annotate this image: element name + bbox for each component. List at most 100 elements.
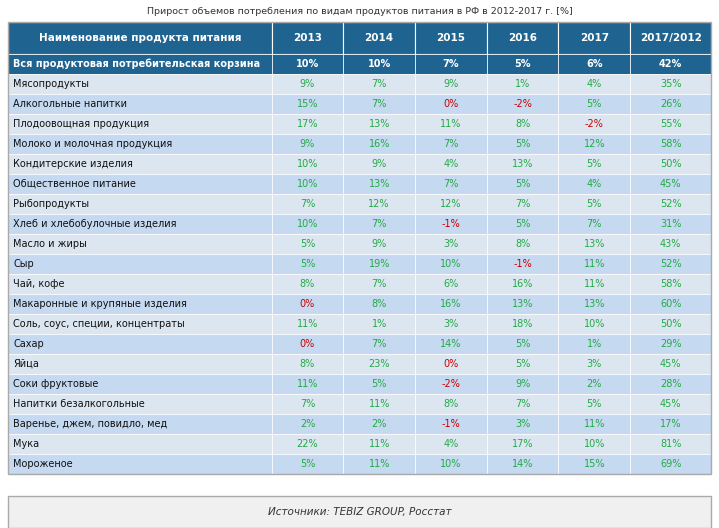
Bar [415, 274, 487, 294]
Bar [487, 94, 559, 114]
Text: 2017: 2017 [580, 33, 609, 43]
Bar [487, 214, 559, 234]
Bar [344, 354, 415, 374]
Bar [487, 174, 559, 194]
Text: 45%: 45% [660, 179, 682, 189]
Text: 18%: 18% [512, 319, 533, 329]
Bar [344, 434, 415, 454]
Text: 5%: 5% [515, 219, 531, 229]
Bar [630, 454, 711, 474]
Bar [272, 214, 344, 234]
Text: Мясопродукты: Мясопродукты [13, 79, 89, 89]
Text: -2%: -2% [585, 119, 604, 129]
Text: 60%: 60% [660, 299, 682, 309]
Text: 10%: 10% [297, 179, 319, 189]
Bar [272, 274, 344, 294]
Text: 31%: 31% [660, 219, 682, 229]
Text: 2015: 2015 [436, 33, 465, 43]
Text: Мука: Мука [13, 439, 39, 449]
Bar [630, 394, 711, 414]
Bar [8, 374, 272, 394]
Bar [559, 22, 630, 54]
Bar [415, 394, 487, 414]
Bar [8, 174, 272, 194]
Bar [630, 314, 711, 334]
Text: 17%: 17% [512, 439, 533, 449]
Text: Чай, кофе: Чай, кофе [13, 279, 65, 289]
Bar [415, 414, 487, 434]
Bar [8, 274, 272, 294]
Bar [272, 454, 344, 474]
Bar [487, 294, 559, 314]
Bar [344, 214, 415, 234]
Text: Соки фруктовые: Соки фруктовые [13, 379, 99, 389]
Bar [344, 294, 415, 314]
Bar [272, 374, 344, 394]
Text: 16%: 16% [512, 279, 533, 289]
Bar [415, 22, 487, 54]
Bar [630, 194, 711, 214]
Bar [487, 154, 559, 174]
Text: Макаронные и крупяные изделия: Макаронные и крупяные изделия [13, 299, 187, 309]
Bar [630, 274, 711, 294]
Bar [487, 74, 559, 94]
Bar [630, 154, 711, 174]
Bar [8, 74, 272, 94]
Bar [272, 74, 344, 94]
Text: 9%: 9% [300, 79, 315, 89]
Text: 12%: 12% [368, 199, 390, 209]
Text: 11%: 11% [369, 439, 390, 449]
Bar [8, 22, 272, 54]
Bar [344, 374, 415, 394]
Bar [272, 334, 344, 354]
Bar [344, 154, 415, 174]
Bar [272, 434, 344, 454]
Bar [415, 254, 487, 274]
Text: 8%: 8% [515, 239, 530, 249]
Text: 17%: 17% [297, 119, 319, 129]
Bar [630, 174, 711, 194]
Text: Варенье, джем, повидло, мед: Варенье, джем, повидло, мед [13, 419, 168, 429]
Bar [8, 496, 711, 528]
Bar [487, 374, 559, 394]
Bar [487, 22, 559, 54]
Text: 3%: 3% [587, 359, 602, 369]
Text: 29%: 29% [660, 339, 682, 349]
Text: 4%: 4% [444, 439, 459, 449]
Bar [559, 174, 630, 194]
Text: 8%: 8% [444, 399, 459, 409]
Text: Алкогольные напитки: Алкогольные напитки [13, 99, 127, 109]
Text: 81%: 81% [660, 439, 682, 449]
Text: 5%: 5% [587, 159, 602, 169]
Text: 50%: 50% [660, 319, 682, 329]
Bar [272, 114, 344, 134]
Bar [415, 74, 487, 94]
Bar [559, 454, 630, 474]
Bar [487, 54, 559, 74]
Bar [487, 334, 559, 354]
Text: 69%: 69% [660, 459, 682, 469]
Bar [487, 134, 559, 154]
Text: 8%: 8% [300, 279, 315, 289]
Text: 0%: 0% [444, 99, 459, 109]
Bar [8, 214, 272, 234]
Bar [559, 254, 630, 274]
Bar [344, 194, 415, 214]
Text: 9%: 9% [444, 79, 459, 89]
Bar [344, 394, 415, 414]
Bar [272, 414, 344, 434]
Bar [344, 314, 415, 334]
Text: 13%: 13% [512, 159, 533, 169]
Bar [559, 334, 630, 354]
Bar [8, 22, 711, 474]
Text: Вся продуктовая потребительская корзина: Вся продуктовая потребительская корзина [13, 59, 260, 69]
Text: Хлеб и хлебобулочные изделия: Хлеб и хлебобулочные изделия [13, 219, 176, 229]
Text: 13%: 13% [369, 179, 390, 189]
Text: Прирост объемов потребления по видам продуктов питания в РФ в 2012-2017 г. [%]: Прирост объемов потребления по видам про… [147, 6, 572, 15]
Bar [415, 154, 487, 174]
Bar [559, 414, 630, 434]
Bar [559, 214, 630, 234]
Text: Плодоовощная продукция: Плодоовощная продукция [13, 119, 149, 129]
Text: 5%: 5% [300, 259, 315, 269]
Bar [630, 74, 711, 94]
